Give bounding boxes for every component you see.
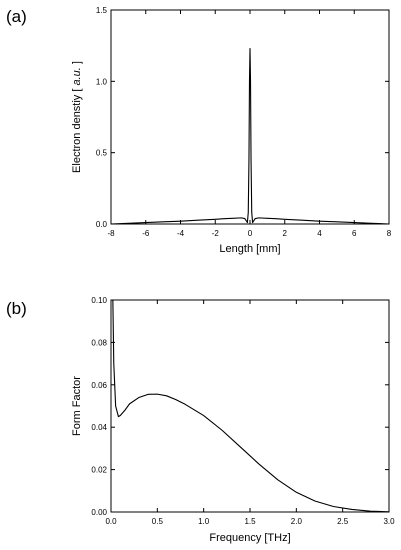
panel-b: (b) 0.0 0.5 1.0 1.5 2.0 2.5 3.0 0.000.020.040.… [6,296,395,544]
x-tick-label: -2 [212,229,220,238]
y-tick-label: 0.08 [91,338,107,347]
panel-a-label: (a) [6,7,27,26]
panel-a-plot-frame [110,9,390,225]
x-tick-label: -8 [107,229,115,238]
x-tick-label: 3.0 [383,517,395,526]
panel-a-y-axis-label-italic: a.u. [71,67,83,85]
x-tick-label: 2.0 [291,517,303,526]
panel-a-y-axis-label-suffix: ] [71,61,83,67]
panel-a-y-axis-label-prefix: Electron denstiy [ [71,86,83,173]
x-tick-label: -4 [177,229,185,238]
y-tick-label: 0.0 [96,220,108,229]
panel-a-x-ticks: -8 -6 -4 -2 0 2 4 6 8 [107,10,392,238]
x-tick-label: -6 [142,229,150,238]
x-tick-label: 6 [352,229,357,238]
y-tick-label: 1.0 [96,77,108,86]
x-tick-label: 0 [248,229,253,238]
y-tick-label: 0.06 [91,381,107,390]
panel-b-x-axis-label: Frequency [THz] [209,532,290,544]
x-tick-label: 0.5 [152,517,164,526]
x-tick-label: 1.0 [198,517,210,526]
panel-b-plot-frame [110,299,390,513]
panel-a-series-line [110,47,390,225]
panel-a-x-axis-label: Length [mm] [219,243,280,255]
y-tick-label: 0.00 [91,508,107,517]
y-tick-label: 0.04 [91,423,107,432]
panel-a-y-ticks: 0.0 0.5 1.0 1.5 [96,6,389,229]
x-tick-label: 4 [317,229,322,238]
x-tick-label: 0.0 [105,517,117,526]
panel-b-series-line [112,299,390,513]
y-tick-label: 0.5 [96,149,108,158]
x-tick-label: 2.5 [337,517,349,526]
panel-a: (a) -8 -6 -4 -2 0 2 4 6 8 0.0 0.5 1.0 1.5 Length [m… [6,6,392,255]
x-tick-label: 8 [387,229,392,238]
y-tick-label: 1.5 [96,6,108,15]
y-tick-label: 0.10 [91,296,107,305]
panel-b-label: (b) [6,299,27,318]
panel-a-y-axis-label: Electron denstiy [ a.u. ] [71,61,83,173]
x-tick-label: 1.5 [244,517,256,526]
panel-b-y-ticks: 0.00 0.02 0.04 0.06 0.08 0.10 [91,296,389,517]
panel-b-x-ticks: 0.0 0.5 1.0 1.5 2.0 2.5 3.0 [105,300,395,526]
y-tick-label: 0.02 [91,466,107,475]
panel-b-y-axis-label: Form Factor [71,376,83,436]
x-tick-label: 2 [283,229,288,238]
